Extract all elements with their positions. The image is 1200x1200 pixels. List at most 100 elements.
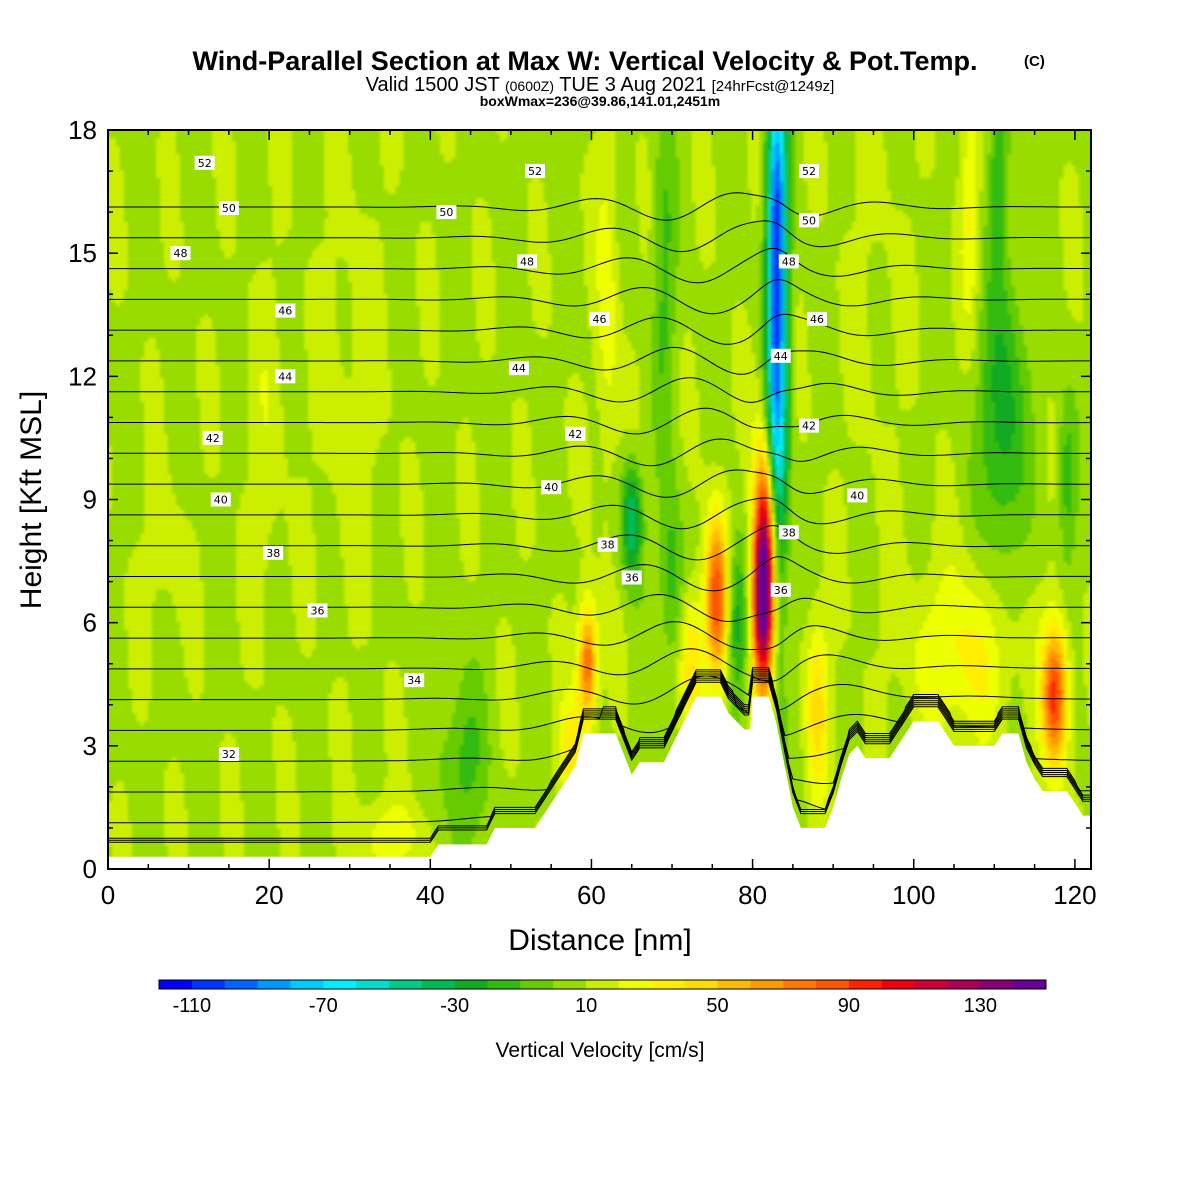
contour-label: 46 — [589, 311, 610, 326]
contour-label: 52 — [799, 164, 819, 179]
contour-line — [108, 669, 1091, 737]
y-tick-label: 6 — [83, 608, 97, 638]
contour-line — [108, 648, 1091, 682]
contour-label: 46 — [275, 303, 296, 318]
colorbar-tick-label: -110 — [173, 995, 212, 1017]
contour-label: 46 — [807, 311, 827, 326]
x-tick-label: 120 — [1053, 880, 1096, 910]
contour-line — [108, 673, 1091, 793]
y-tick-label: 18 — [68, 115, 97, 145]
contour-label: 48 — [517, 254, 537, 269]
plot-area: 52 52 52 50 50 50 48 48 48 46 46 46 44 44 44 42 42 42 40 40… — [108, 130, 1091, 869]
contour-label: 52 — [194, 155, 215, 170]
contour-line — [108, 675, 1091, 824]
contour-label: 44 — [508, 361, 529, 376]
terrain — [108, 696, 1091, 869]
contour-label-text: 50 — [439, 206, 453, 219]
contour-label-text: 44 — [278, 370, 292, 383]
colorbar-swatch — [323, 980, 357, 989]
contour-line — [108, 247, 1091, 284]
x-tick-label: 40 — [416, 880, 445, 910]
y-tick-label: 0 — [83, 854, 97, 884]
contour-label-text: 40 — [850, 489, 864, 502]
colorbar-label: Vertical Velocity [cm/s] — [496, 1039, 705, 1062]
contour-label-text: 46 — [278, 305, 292, 318]
colorbar-swatch — [783, 980, 817, 989]
colorbar-swatch — [947, 980, 981, 989]
contour-label: 38 — [778, 525, 799, 540]
colorbar-tick-label: -70 — [309, 995, 338, 1017]
x-tick-label: 20 — [255, 880, 284, 910]
chart-title: Wind-Parallel Section at Max W: Vertical… — [193, 46, 978, 76]
colorbar-swatch — [257, 980, 291, 989]
contour-label: 48 — [778, 254, 799, 269]
subtitle-date: TUE 3 Aug 2021 — [559, 74, 706, 96]
contour-label-text: 38 — [266, 547, 280, 560]
contour-label: 40 — [210, 492, 231, 507]
colorbar-swatch — [159, 980, 193, 989]
subtitle-utc: (0600Z) — [505, 78, 554, 94]
potential-temperature-contours — [108, 192, 1091, 843]
contour-line — [108, 593, 1091, 623]
colorbar-swatch — [191, 980, 226, 989]
contour-line — [108, 438, 1091, 467]
colorbar-swatch — [388, 980, 423, 989]
colorbar-tick-label: 130 — [964, 995, 997, 1017]
contour-label: 42 — [202, 430, 223, 445]
contour-label: 40 — [847, 488, 868, 503]
contour-label-text: 34 — [407, 674, 421, 687]
colorbar-swatch — [421, 980, 456, 989]
colorbar-swatch — [1013, 980, 1047, 989]
contour-label-text: 42 — [568, 428, 582, 441]
x-tick-label: 60 — [577, 880, 606, 910]
colorbar-swatch — [881, 980, 915, 989]
subtitle-forecast: [24hrFcst@1249z] — [712, 78, 835, 95]
contour-line — [108, 621, 1091, 650]
colorbar-tick-label: -30 — [440, 995, 469, 1017]
contour-line — [108, 279, 1091, 315]
contour-label: 42 — [565, 426, 586, 441]
contour-label-text: 38 — [601, 539, 615, 552]
subtitle-valid: Valid 1500 JST — [366, 74, 500, 96]
contour-line — [108, 556, 1091, 592]
colorbar-swatch — [290, 980, 324, 989]
contour-line — [108, 192, 1091, 221]
contour-label-text: 48 — [520, 255, 534, 268]
contour-label-text: 40 — [544, 481, 558, 494]
contour-label-text: 46 — [810, 313, 824, 326]
contour-label-text: 48 — [174, 247, 188, 260]
colorbar-tick-label: 50 — [706, 995, 728, 1017]
contour-label: 38 — [263, 545, 284, 560]
y-tick-label: 9 — [83, 485, 97, 515]
contour-label: 50 — [436, 205, 457, 220]
colorbar-swatch — [750, 980, 784, 989]
colorbar-swatch — [586, 980, 620, 989]
contour-label: 36 — [770, 582, 791, 597]
colorbar-swatch — [717, 980, 751, 989]
contour-label-text: 52 — [528, 165, 542, 178]
colorbar — [158, 979, 1047, 990]
contour-label: 42 — [799, 418, 819, 433]
colorbar-swatch — [816, 980, 850, 989]
y-tick-label: 15 — [68, 238, 97, 268]
contour-label: 48 — [170, 246, 191, 261]
x-tick-label: 0 — [101, 880, 115, 910]
contour-label-text: 42 — [802, 420, 816, 433]
colorbar-frame — [158, 979, 1047, 990]
contour-label: 50 — [799, 213, 819, 228]
colorbar-swatch — [454, 980, 488, 989]
contour-label-text: 50 — [222, 202, 236, 215]
contour-label: 44 — [770, 348, 791, 363]
contour-label-text: 40 — [214, 494, 228, 507]
x-tick-label: 80 — [738, 880, 767, 910]
contour-line — [108, 377, 1091, 403]
colorbar-swatch — [848, 980, 883, 989]
contour-line — [108, 671, 1091, 762]
colorbar-swatch — [356, 980, 390, 989]
contour-label: 52 — [525, 164, 545, 179]
colorbar-swatch — [224, 980, 258, 989]
axis-ticks — [107, 129, 1091, 870]
contour-line — [108, 313, 1091, 345]
contour-labels: 52 52 52 50 50 50 48 48 48 46 46 46 44 44 44 42 42 42 40 40… — [170, 155, 868, 761]
